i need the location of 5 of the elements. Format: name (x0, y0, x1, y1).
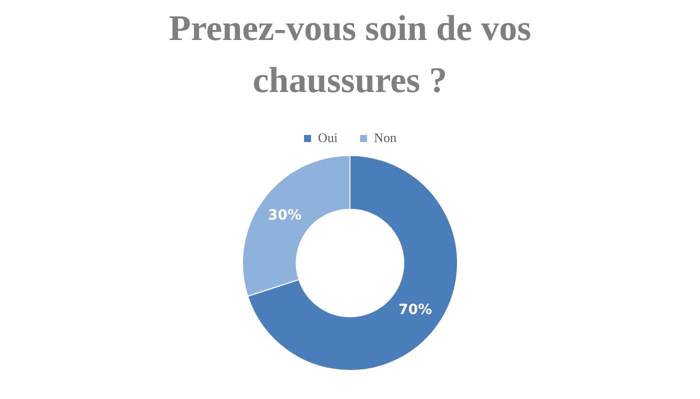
chart-title: Prenez-vous soin de vos chaussures ? (168, 7, 532, 102)
data-label: 30% (268, 207, 302, 224)
legend-label: Non (374, 130, 397, 145)
data-label: 70% (398, 302, 432, 318)
legend-label: Oui (318, 130, 338, 145)
